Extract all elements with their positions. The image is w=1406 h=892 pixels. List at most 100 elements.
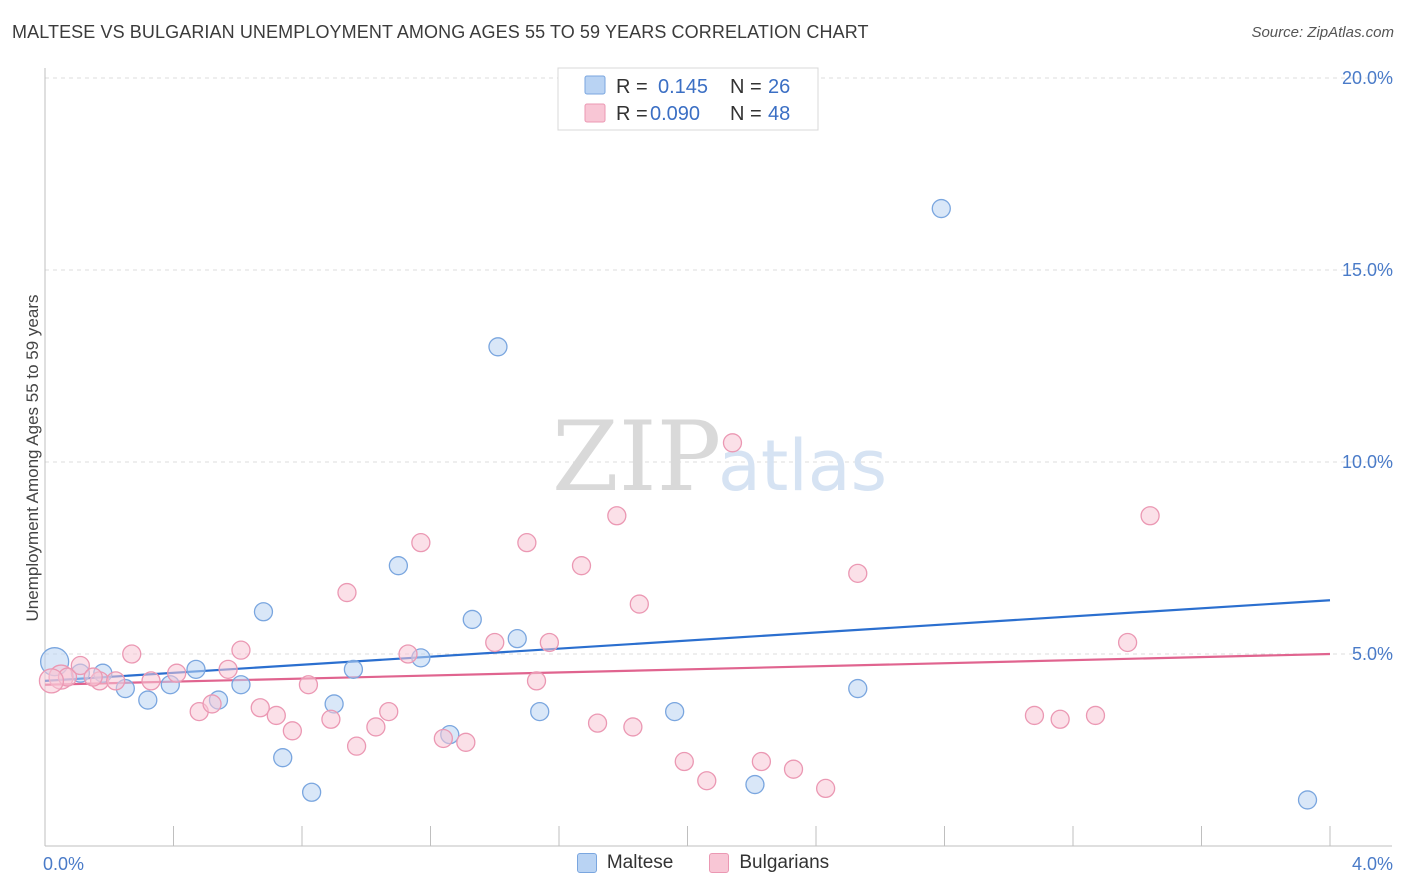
bulgarians-point bbox=[379, 701, 399, 722]
chart-title: MALTESE VS BULGARIAN UNEMPLOYMENT AMONG … bbox=[12, 22, 869, 42]
maltese-point bbox=[301, 782, 322, 802]
bulgarians-point bbox=[674, 751, 694, 772]
maltese-point bbox=[273, 748, 293, 768]
y-axis-label: Unemployment Among Ages 55 to 59 years bbox=[23, 295, 42, 622]
y-tick-label: 10.0% bbox=[1342, 452, 1393, 472]
bulgarians-point bbox=[623, 717, 643, 737]
bulgarians-point bbox=[298, 675, 319, 695]
bulgarians-point bbox=[485, 632, 505, 653]
maltese-point bbox=[138, 690, 158, 710]
maltese-trend-line bbox=[44, 599, 1331, 682]
legend-swatch-maltese bbox=[584, 75, 606, 95]
bulgarians-point bbox=[38, 668, 65, 694]
bulgarians-point bbox=[231, 640, 251, 660]
watermark-atlas: atlas bbox=[718, 425, 887, 507]
bulgarians-point bbox=[346, 736, 367, 756]
bulgarians-point bbox=[337, 582, 357, 603]
bulgarians-point bbox=[250, 698, 270, 718]
maltese-point bbox=[1297, 790, 1318, 810]
x-tick-labels: 0.0% 4.0% bbox=[43, 854, 1393, 874]
bulgarians-point bbox=[456, 732, 476, 752]
grid-lines bbox=[45, 77, 1392, 655]
bulgarians-point bbox=[411, 532, 431, 553]
legend-n-label-bulgarians: N = bbox=[730, 103, 762, 125]
y-tick-label: 5.0% bbox=[1352, 644, 1393, 664]
bulgarians-point bbox=[167, 663, 187, 683]
legend-swatch-bulgarians bbox=[584, 103, 606, 123]
maltese-point bbox=[186, 659, 206, 680]
bulgarians-point bbox=[783, 759, 804, 779]
bulgarians-point bbox=[218, 659, 238, 680]
bulgarians-point bbox=[722, 433, 743, 453]
y-tick-label: 20.0% bbox=[1342, 68, 1393, 88]
bulgarians-point bbox=[122, 644, 142, 664]
maltese-swatch bbox=[576, 853, 597, 873]
bulgarians-point bbox=[1140, 506, 1160, 526]
series-legend: Maltese Bulgarians bbox=[0, 852, 1406, 874]
bulgarians-point bbox=[751, 751, 772, 772]
bulgarians-point bbox=[202, 694, 222, 714]
maltese-point bbox=[488, 337, 508, 357]
bulgarians-point bbox=[517, 532, 537, 553]
maltese-point bbox=[462, 609, 482, 630]
bulgarians-point bbox=[106, 671, 126, 691]
maltese-point bbox=[231, 675, 251, 695]
legend-n-value-maltese: 26 bbox=[768, 76, 790, 98]
maltese-point bbox=[343, 659, 364, 680]
axes bbox=[44, 68, 1392, 847]
bulgarians-point bbox=[1050, 709, 1070, 729]
legend-r-value-bulgarians: 0.090 bbox=[650, 103, 700, 125]
bulgarians-point bbox=[83, 667, 103, 687]
bulgarians-point bbox=[607, 506, 627, 526]
legend-n-label-maltese: N = bbox=[730, 76, 762, 98]
x-tick-label: 4.0% bbox=[1352, 854, 1393, 874]
bulgarians-point bbox=[266, 705, 286, 726]
maltese-point bbox=[388, 556, 409, 576]
maltese-point bbox=[665, 701, 685, 722]
bulgarians-point bbox=[539, 632, 560, 653]
bulgarians-point bbox=[697, 771, 717, 791]
data-points bbox=[38, 198, 1318, 810]
bulgarians-point bbox=[815, 778, 836, 799]
x-tick-label: 0.0% bbox=[43, 854, 84, 874]
watermark: ZIP atlas bbox=[552, 401, 887, 513]
maltese-point bbox=[931, 198, 951, 219]
bulgarians-point bbox=[282, 721, 303, 741]
bulgarians-point bbox=[1085, 705, 1106, 726]
legend-r-label-maltese: R = bbox=[616, 76, 648, 98]
legend-item-bulgarians[interactable]: Bulgarians bbox=[709, 852, 829, 874]
bulgarians-point bbox=[321, 709, 341, 729]
y-tick-label: 15.0% bbox=[1342, 260, 1393, 280]
maltese-point bbox=[745, 774, 765, 795]
legend-item-maltese[interactable]: Maltese bbox=[576, 852, 674, 874]
legend-n-value-bulgarians: 48 bbox=[768, 103, 790, 125]
bulgarians-swatch bbox=[709, 853, 730, 873]
bulgarians-point bbox=[366, 717, 386, 737]
maltese-point bbox=[507, 628, 527, 649]
bulgarians-point bbox=[571, 556, 592, 576]
legend-r-label-bulgarians: R = bbox=[616, 103, 648, 125]
bulgarians-point bbox=[587, 713, 608, 733]
bulgarians-point bbox=[848, 563, 868, 584]
watermark-zip: ZIP bbox=[552, 401, 721, 513]
legend-label-bulgarians: Bulgarians bbox=[739, 852, 830, 873]
maltese-point bbox=[848, 678, 868, 699]
source-credit: Source: ZipAtlas.com bbox=[1251, 24, 1394, 41]
legend-label-maltese: Maltese bbox=[606, 852, 674, 873]
bulgarians-point bbox=[526, 671, 547, 691]
bulgarians-point bbox=[398, 644, 418, 664]
stats-legend: R = 0.145 N = 26 R = 0.090 N = 48 bbox=[557, 67, 819, 131]
bulgarians-point bbox=[629, 594, 649, 614]
bulgarians-point bbox=[141, 671, 161, 691]
bulgarians-point bbox=[433, 728, 454, 749]
y-tick-labels: 5.0% 10.0% 15.0% 20.0% bbox=[1342, 68, 1393, 664]
bulgarians-point bbox=[70, 655, 90, 676]
trend-lines bbox=[44, 599, 1331, 686]
legend-r-value-maltese: 0.145 bbox=[658, 76, 708, 98]
maltese-point bbox=[530, 701, 550, 722]
bulgarians-trend-line bbox=[44, 652, 1331, 686]
bulgarians-point bbox=[1024, 705, 1045, 726]
bulgarians-point bbox=[1117, 632, 1138, 653]
maltese-point bbox=[253, 602, 274, 622]
